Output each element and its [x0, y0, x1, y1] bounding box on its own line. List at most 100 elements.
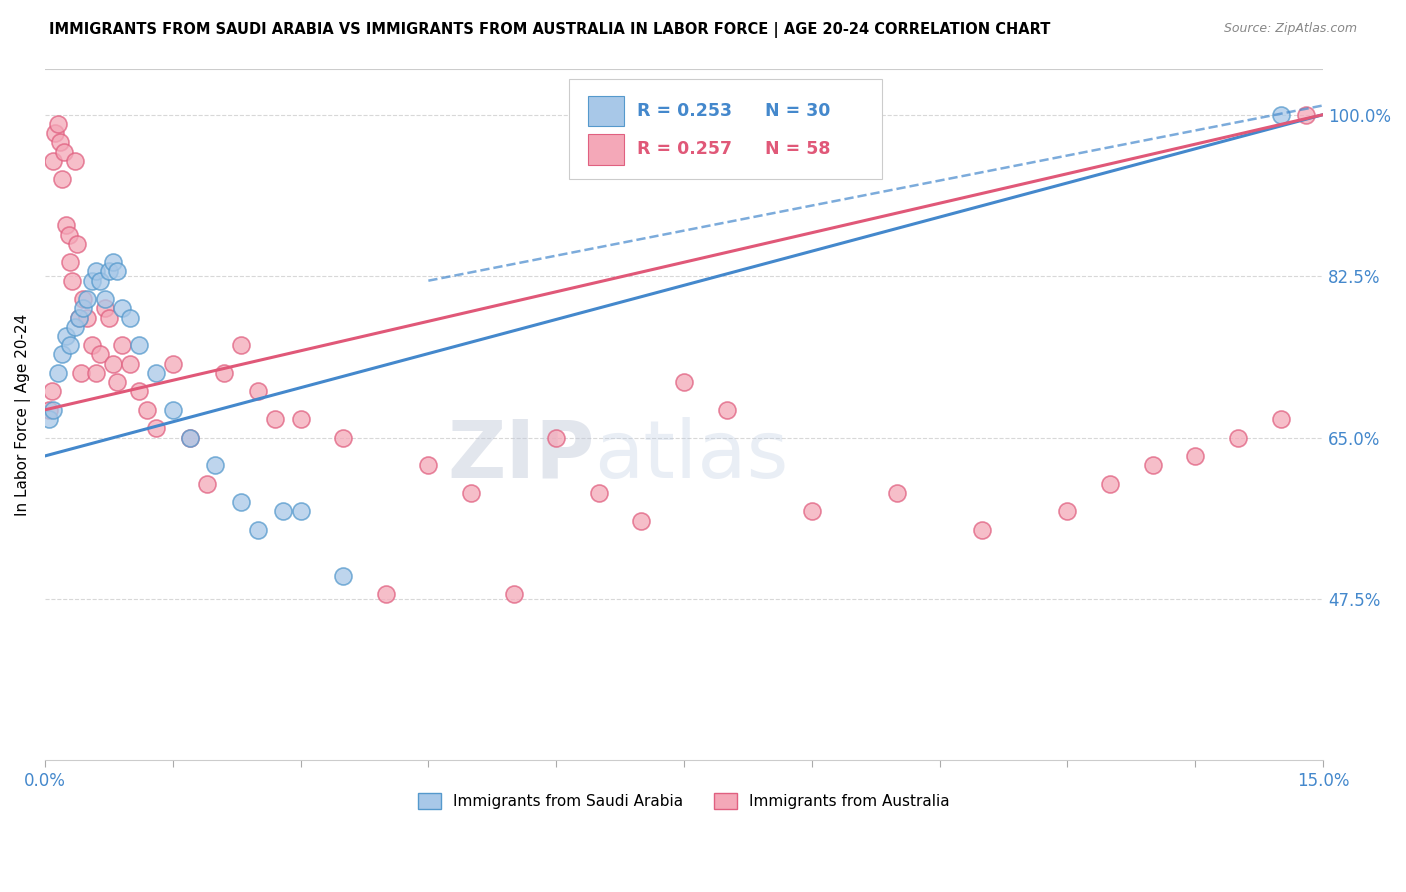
Point: [162, 402, 184, 417]
Point: [212, 366, 235, 380]
Point: [1056, 504, 1078, 518]
Point: [55, 219, 77, 233]
Point: [63, 319, 86, 334]
Point: [42, 153, 65, 168]
Point: [120, 310, 142, 325]
Point: [332, 569, 354, 583]
Point: [55, 329, 77, 343]
Point: [76, 310, 98, 325]
Point: [101, 357, 124, 371]
Point: [63, 153, 86, 168]
Point: [145, 421, 167, 435]
Text: R = 0.257: R = 0.257: [637, 140, 731, 159]
Point: [332, 430, 354, 444]
Text: IMMIGRANTS FROM SAUDI ARABIA VS IMMIGRANTS FROM AUSTRALIA IN LABOR FORCE | AGE 2: IMMIGRANTS FROM SAUDI ARABIA VS IMMIGRAN…: [49, 22, 1050, 38]
Point: [128, 384, 150, 399]
Point: [179, 430, 201, 444]
Point: [290, 412, 312, 426]
Point: [246, 384, 269, 399]
Point: [630, 514, 652, 528]
Point: [80, 274, 103, 288]
Point: [80, 338, 103, 352]
Point: [374, 587, 396, 601]
Point: [67, 310, 90, 325]
Point: [110, 301, 132, 316]
Legend: Immigrants from Saudi Arabia, Immigrants from Australia: Immigrants from Saudi Arabia, Immigrants…: [412, 787, 956, 815]
Point: [38, 412, 60, 426]
Point: [46, 117, 69, 131]
Point: [195, 476, 218, 491]
Point: [1295, 108, 1317, 122]
Point: [136, 402, 159, 417]
Point: [46, 366, 69, 380]
Point: [886, 486, 908, 500]
Point: [51, 172, 73, 186]
Point: [58, 227, 80, 242]
Point: [72, 292, 94, 306]
Point: [42, 402, 65, 417]
Point: [672, 375, 695, 389]
Point: [89, 347, 111, 361]
Point: [101, 255, 124, 269]
Point: [588, 486, 610, 500]
Point: [38, 402, 60, 417]
Point: [128, 338, 150, 352]
Point: [93, 292, 115, 306]
Point: [204, 458, 226, 473]
Point: [67, 310, 90, 325]
Point: [49, 136, 72, 150]
Point: [162, 357, 184, 371]
Point: [246, 523, 269, 537]
Point: [66, 236, 89, 251]
Point: [229, 495, 252, 509]
Point: [97, 264, 120, 278]
Point: [290, 504, 312, 518]
Point: [145, 366, 167, 380]
Text: atlas: atlas: [595, 417, 789, 495]
Point: [105, 264, 128, 278]
Point: [273, 504, 295, 518]
Point: [93, 301, 115, 316]
Text: ZIP: ZIP: [447, 417, 595, 495]
Point: [59, 338, 82, 352]
Point: [264, 412, 287, 426]
Text: R = 0.253: R = 0.253: [637, 102, 731, 120]
Point: [1099, 476, 1122, 491]
Point: [546, 430, 568, 444]
Point: [72, 301, 94, 316]
Point: [1270, 108, 1292, 122]
Point: [716, 402, 738, 417]
Point: [89, 274, 111, 288]
FancyBboxPatch shape: [588, 135, 624, 165]
Point: [179, 430, 201, 444]
Point: [418, 458, 440, 473]
Point: [1270, 412, 1292, 426]
FancyBboxPatch shape: [588, 95, 624, 126]
Point: [105, 375, 128, 389]
Point: [60, 274, 83, 288]
Point: [97, 310, 120, 325]
Point: [110, 338, 132, 352]
Point: [69, 366, 91, 380]
Text: N = 30: N = 30: [765, 102, 830, 120]
Point: [1184, 449, 1206, 463]
Point: [502, 587, 524, 601]
Text: N = 58: N = 58: [765, 140, 830, 159]
Text: Source: ZipAtlas.com: Source: ZipAtlas.com: [1223, 22, 1357, 36]
FancyBboxPatch shape: [569, 78, 882, 179]
Point: [41, 384, 63, 399]
Point: [76, 292, 98, 306]
Point: [972, 523, 994, 537]
Point: [460, 486, 482, 500]
Point: [44, 126, 66, 140]
Point: [1142, 458, 1164, 473]
Point: [52, 145, 75, 159]
Point: [84, 366, 107, 380]
Y-axis label: In Labor Force | Age 20-24: In Labor Force | Age 20-24: [15, 313, 31, 516]
Point: [1226, 430, 1249, 444]
Point: [59, 255, 82, 269]
Point: [84, 264, 107, 278]
Point: [51, 347, 73, 361]
Point: [229, 338, 252, 352]
Point: [120, 357, 142, 371]
